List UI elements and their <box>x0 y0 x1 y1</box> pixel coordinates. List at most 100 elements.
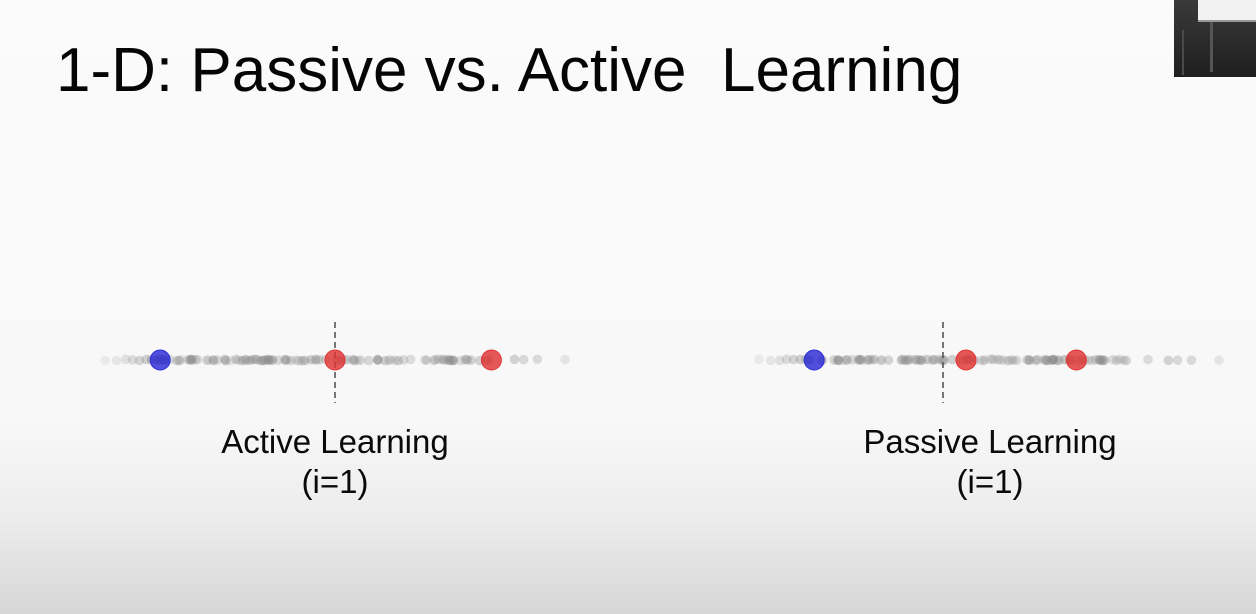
active-unlabeled-point <box>264 355 275 366</box>
passive-unlabeled-point <box>857 355 867 365</box>
passive-unlabeled-point <box>1094 354 1105 365</box>
active-unlabeled-point <box>259 355 269 366</box>
active-unlabeled-point <box>208 355 219 365</box>
active-unlabeled-point <box>348 355 358 365</box>
active-unlabeled-point <box>256 355 266 366</box>
active-unlabeled-point <box>267 355 278 365</box>
passive-unlabeled-point <box>1011 355 1022 366</box>
active-unlabeled-point <box>437 354 448 365</box>
passive-unlabeled-point <box>897 354 908 365</box>
passive-unlabeled-point <box>1118 355 1129 365</box>
passive-unlabeled-point <box>1163 355 1174 366</box>
passive-unlabeled-point <box>842 355 852 365</box>
active-unlabeled-point <box>250 354 261 365</box>
active-unlabeled-point <box>429 355 440 365</box>
slide-title: 1-D: Passive vs. Active Learning <box>56 36 963 105</box>
passive-unlabeled-point <box>1042 355 1052 366</box>
passive-unlabeled-point <box>1107 354 1118 365</box>
passive-unlabeled-point <box>1098 355 1108 365</box>
active-unlabeled-point <box>111 355 122 366</box>
active-unlabeled-point <box>405 354 416 365</box>
passive-unlabeled-point <box>1022 355 1032 365</box>
passive-learning-number-line <box>754 322 1224 403</box>
active-unlabeled-point <box>363 355 374 366</box>
active-unlabeled-point <box>261 354 272 365</box>
passive-unlabeled-point <box>978 355 989 366</box>
passive-unlabeled-point <box>1115 354 1125 365</box>
active-unlabeled-point <box>127 355 138 365</box>
active-unlabeled-point <box>447 355 458 366</box>
active-unlabeled-point <box>174 355 185 366</box>
passive-unlabeled-point <box>1041 355 1051 366</box>
passive-unlabeled-point <box>841 355 852 365</box>
passive-unlabeled-point <box>788 354 799 365</box>
passive-unlabeled-point <box>883 355 894 365</box>
passive-unlabeled-point <box>754 354 764 365</box>
passive-unlabeled-point <box>927 355 938 366</box>
passive-unlabeled-point <box>1003 355 1014 366</box>
passive-unlabeled-point <box>1032 354 1043 365</box>
active-unlabeled-point <box>446 355 457 366</box>
passive-unlabeled-point <box>899 355 910 365</box>
passive-unlabeled-point <box>1214 355 1224 365</box>
passive-unlabeled-point <box>1121 355 1132 366</box>
active-unlabeled-point <box>280 354 291 365</box>
active-unlabeled-point <box>372 355 383 365</box>
passive-unlabeled-point <box>934 354 944 365</box>
passive-unlabeled-point <box>1053 355 1064 366</box>
active-unlabeled-point <box>203 355 213 365</box>
passive-unlabeled-point <box>1032 355 1042 365</box>
active-labeled-point-positive <box>324 349 346 371</box>
active-unlabeled-point <box>286 355 296 366</box>
passive-unlabeled-point <box>869 354 880 365</box>
passive-unlabeled-point <box>774 355 785 366</box>
passive-unlabeled-point <box>1024 355 1034 365</box>
passive-unlabeled-point <box>928 354 938 365</box>
passive-unlabeled-point <box>877 355 887 365</box>
active-unlabeled-point <box>560 354 570 365</box>
active-unlabeled-point <box>141 354 152 365</box>
passive-unlabeled-point <box>996 355 1006 365</box>
passive-unlabeled-point <box>833 355 843 365</box>
passive-unlabeled-pool <box>754 354 1224 366</box>
active-unlabeled-point <box>134 355 145 366</box>
active-unlabeled-point <box>398 355 409 365</box>
active-unlabeled-point <box>100 355 110 366</box>
active-unlabeled-point <box>240 354 251 365</box>
passive-unlabeled-point <box>998 355 1009 365</box>
active-unlabeled-point <box>263 355 274 366</box>
active-unlabeled-point <box>280 355 290 365</box>
passive-unlabeled-point <box>896 355 907 365</box>
active-unlabeled-point <box>433 354 443 365</box>
webcam-stand-left <box>1182 30 1184 75</box>
passive-unlabeled-point <box>938 355 948 366</box>
active-unlabeled-point <box>532 354 543 365</box>
passive-unlabeled-point <box>1048 354 1059 365</box>
passive-unlabeled-point <box>1090 354 1101 365</box>
passive-unlabeled-point <box>1002 355 1013 366</box>
active-unlabeled-point <box>185 355 196 365</box>
active-unlabeled-point <box>185 354 195 365</box>
active-unlabeled-point <box>175 355 186 365</box>
passive-unlabeled-point <box>1051 355 1061 365</box>
passive-labeled-point-positive <box>955 349 977 371</box>
active-unlabeled-point <box>220 355 231 366</box>
active-unlabeled-point <box>353 355 364 366</box>
active-unlabeled-point <box>428 355 439 366</box>
active-unlabeled-point <box>311 354 321 365</box>
active-unlabeled-point <box>419 355 430 365</box>
passive-unlabeled-point <box>1008 355 1018 365</box>
passive-unlabeled-point <box>1025 355 1035 366</box>
passive-unlabeled-point <box>833 355 843 366</box>
active-unlabeled-point <box>448 355 459 366</box>
passive-unlabeled-point <box>1095 355 1105 366</box>
active-unlabeled-point <box>310 355 321 365</box>
active-unlabeled-point <box>273 355 284 365</box>
passive-unlabeled-point <box>847 354 858 365</box>
active-unlabeled-point <box>373 355 383 365</box>
passive-unlabeled-point <box>910 354 920 365</box>
passive-unlabeled-point <box>916 355 926 366</box>
active-learning-caption: Active Learning (i=1) <box>155 422 515 502</box>
active-unlabeled-point <box>421 355 432 365</box>
active-unlabeled-point <box>281 355 291 366</box>
